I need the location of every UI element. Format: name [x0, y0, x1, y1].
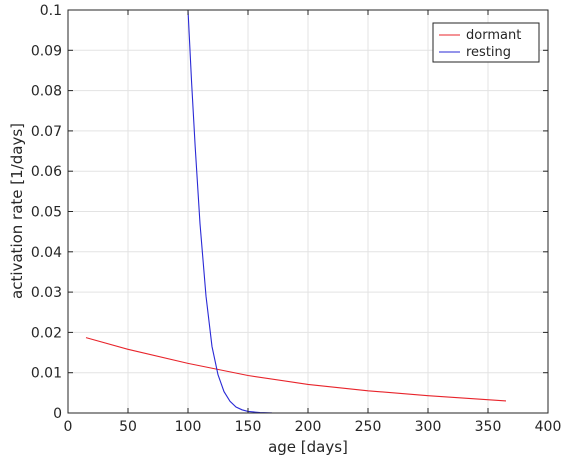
y-tick-label: 0.01: [31, 366, 62, 382]
x-tick-label: 200: [295, 419, 322, 435]
series-line-dormant: [85, 337, 507, 402]
y-axis-label: activation rate [1/days]: [8, 123, 26, 299]
y-tick-label: 0.08: [31, 84, 62, 100]
y-tick-label: 0.09: [31, 43, 62, 59]
legend-box: [432, 22, 540, 63]
y-tick-label: 0: [53, 406, 62, 422]
x-tick-label: 150: [235, 419, 262, 435]
legend-label-resting: resting: [466, 45, 511, 60]
x-axis-label: age [days]: [268, 438, 348, 456]
legend: dormant resting: [432, 22, 540, 63]
axis-ticks: 0 50 100 150 200 250 300 350 400 0 0.01 0.02 0.03 0.0…: [31, 3, 562, 435]
legend-label-dormant: dormant: [466, 28, 521, 43]
x-tick-label: 250: [355, 419, 382, 435]
x-tick-label: 400: [535, 419, 562, 435]
y-tick-label: 0.02: [31, 325, 62, 341]
x-tick-label: 100: [175, 419, 202, 435]
y-tick-label: 0.07: [31, 124, 62, 140]
y-tick-label: 0.05: [31, 205, 62, 221]
x-tick-label: 0: [64, 419, 73, 435]
y-tick-label: 0.1: [40, 3, 62, 19]
y-tick-label: 0.04: [31, 245, 62, 261]
y-tick-label: 0.03: [31, 285, 62, 301]
x-tick-label: 300: [415, 419, 442, 435]
x-tick-label: 350: [475, 419, 502, 435]
x-tick-label: 50: [119, 419, 137, 435]
y-tick-label: 0.06: [31, 164, 62, 180]
